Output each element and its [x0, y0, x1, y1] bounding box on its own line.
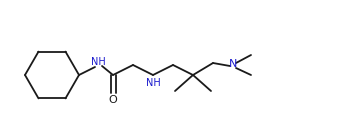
Text: NH: NH — [146, 78, 161, 88]
Text: O: O — [108, 95, 117, 105]
Text: NH: NH — [91, 57, 105, 67]
Text: N: N — [229, 59, 237, 69]
